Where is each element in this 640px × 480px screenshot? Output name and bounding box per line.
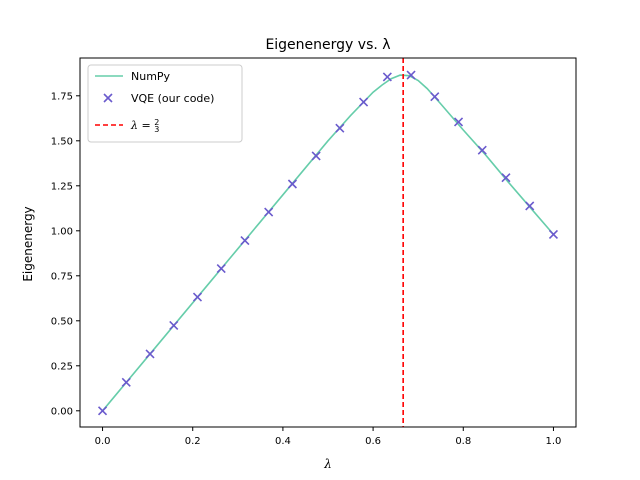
vqe-point [525,201,535,211]
vqe-point [548,229,559,239]
legend-frame [87,64,243,143]
vqe-point [311,151,321,161]
axes: 0.0 0.2 0.4 0.6 0.8 1.0 0.00 0.25 0.50 0.75 1.00 1.… [51,57,577,447]
chart-title: Eigenenergy vs. λ [265,37,390,53]
vqe-point [240,235,250,246]
vqe-point [121,377,131,387]
legend-vqe-label: VQE (our code) [131,92,214,105]
y-tick-label: 0.25 [51,361,73,372]
y-tick-label: 0.50 [51,316,73,327]
vqe-point [192,292,203,302]
vqe-point [287,179,297,189]
vqe-point [335,123,345,133]
chart-title-text: Eigenenergy vs. λ [265,37,390,53]
x-tick-label: 0.6 [365,436,381,447]
y-tick-label: 0.00 [51,406,73,417]
vqe-point [264,207,274,217]
vqe-point [382,72,392,82]
numpy-series-line [101,74,555,412]
y-tick-label: 1.50 [51,136,73,147]
x-tick-label: 0.4 [275,436,291,447]
vqe-point [359,97,369,107]
legend-numpy-label: NumPy [131,70,171,83]
x-tick-label: 0.2 [185,436,201,447]
vqe-point [145,349,155,359]
vqe-point [216,264,226,274]
x-axis-label: λ [323,457,332,471]
y-tick-label: 1.00 [51,226,73,237]
vqe-point [453,117,464,127]
x-tick-label: 1.0 [546,436,562,447]
plot-area [97,58,559,427]
vqe-point [97,406,108,416]
vqe-point [169,320,179,331]
x-tick-label: 0.0 [95,436,111,447]
x-tick-label: 0.8 [455,436,471,447]
vqe-point [406,70,416,80]
legend-vqe-marker [103,93,113,103]
vqe-point [477,145,487,155]
y-axis-label: Eigenenergy [21,206,35,281]
y-tick-label: 0.75 [51,271,73,282]
y-tick-label: 1.25 [51,181,73,192]
vqe-point [430,92,440,102]
plot-frame [79,57,577,428]
vqe-point [501,173,511,183]
y-tick-label: 1.75 [51,91,73,102]
